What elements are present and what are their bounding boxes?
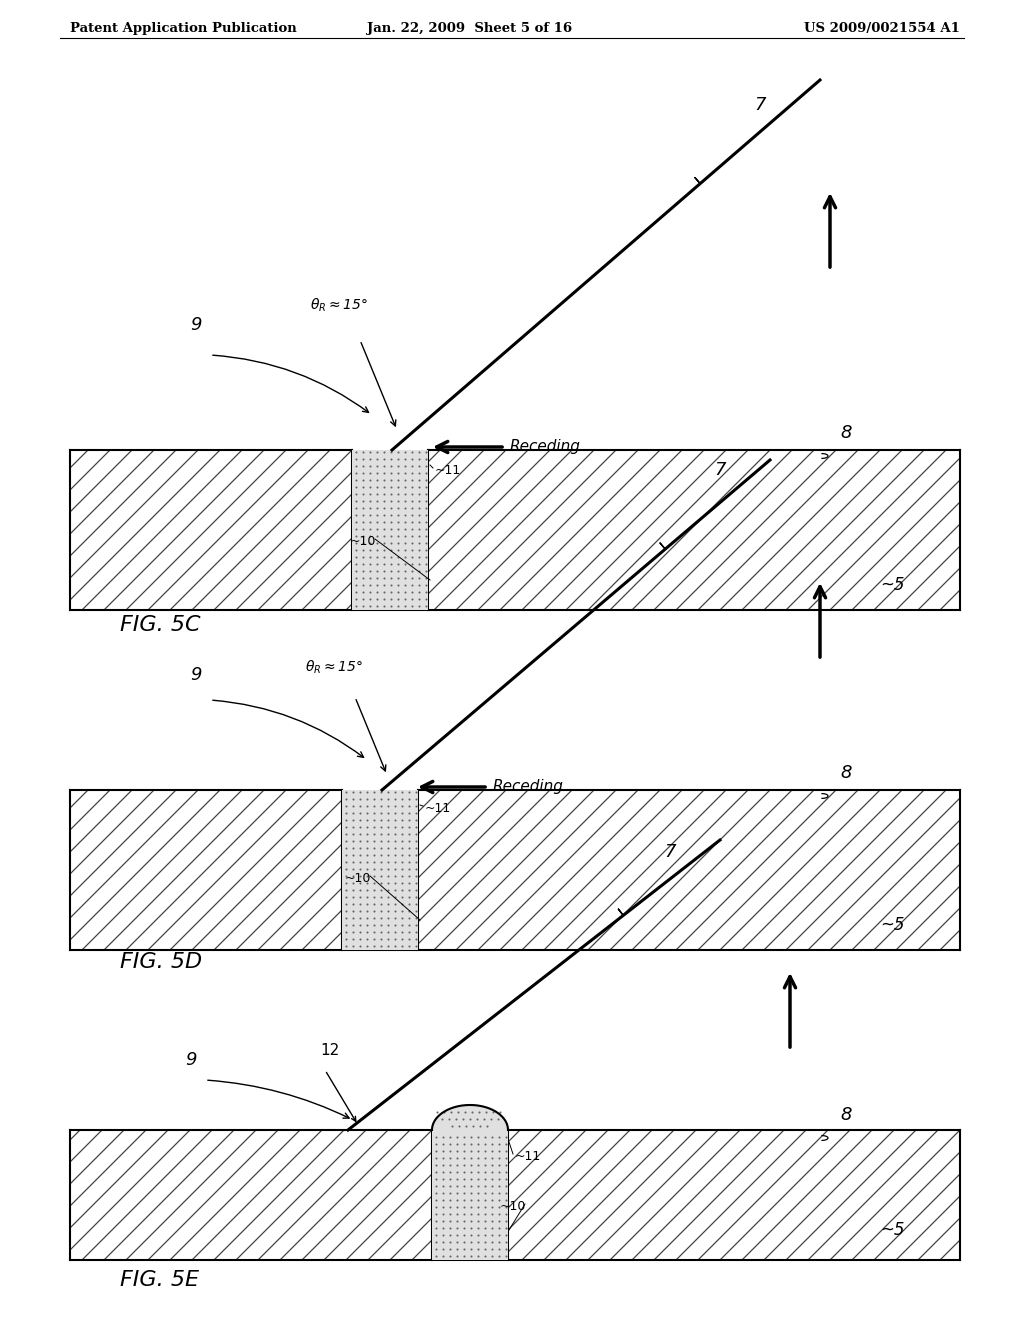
Text: 7: 7 — [755, 96, 766, 114]
Text: 7: 7 — [665, 843, 676, 861]
Text: 7: 7 — [715, 461, 726, 479]
Text: ~5: ~5 — [880, 1221, 904, 1239]
Text: 8: 8 — [840, 424, 852, 442]
Text: FIG. 5C: FIG. 5C — [120, 615, 201, 635]
Text: 9: 9 — [185, 1051, 197, 1069]
Polygon shape — [432, 1105, 508, 1130]
Bar — [352, 450, 428, 610]
Text: ~5: ~5 — [880, 576, 904, 594]
Text: ~10: ~10 — [345, 873, 372, 884]
Bar — [342, 789, 418, 950]
Text: FIG. 5D: FIG. 5D — [120, 952, 202, 972]
Text: ~10: ~10 — [350, 535, 377, 548]
Bar — [432, 1130, 508, 1261]
Text: ~10: ~10 — [500, 1200, 526, 1213]
Text: ~11: ~11 — [425, 803, 452, 814]
Text: $\theta_R$$\approx$15°: $\theta_R$$\approx$15° — [310, 297, 368, 314]
Text: 9: 9 — [190, 667, 202, 684]
Text: 9: 9 — [190, 315, 202, 334]
Text: Receding: Receding — [493, 780, 564, 795]
Text: US 2009/0021554 A1: US 2009/0021554 A1 — [804, 22, 961, 36]
Text: FIG. 5E: FIG. 5E — [120, 1270, 199, 1290]
Text: ~5: ~5 — [880, 916, 904, 935]
Bar — [352, 450, 428, 610]
Text: ~11: ~11 — [435, 465, 461, 477]
Bar — [432, 1130, 508, 1261]
Text: 8: 8 — [840, 1106, 852, 1125]
Text: 12: 12 — [319, 1043, 339, 1059]
Text: Patent Application Publication: Patent Application Publication — [70, 22, 297, 36]
Text: Receding: Receding — [510, 440, 581, 454]
Text: ~11: ~11 — [515, 1150, 542, 1163]
Text: 8: 8 — [840, 764, 852, 781]
Text: Jan. 22, 2009  Sheet 5 of 16: Jan. 22, 2009 Sheet 5 of 16 — [368, 22, 572, 36]
Bar — [342, 789, 418, 950]
Text: $\theta_R$$\approx$15°: $\theta_R$$\approx$15° — [305, 659, 362, 676]
